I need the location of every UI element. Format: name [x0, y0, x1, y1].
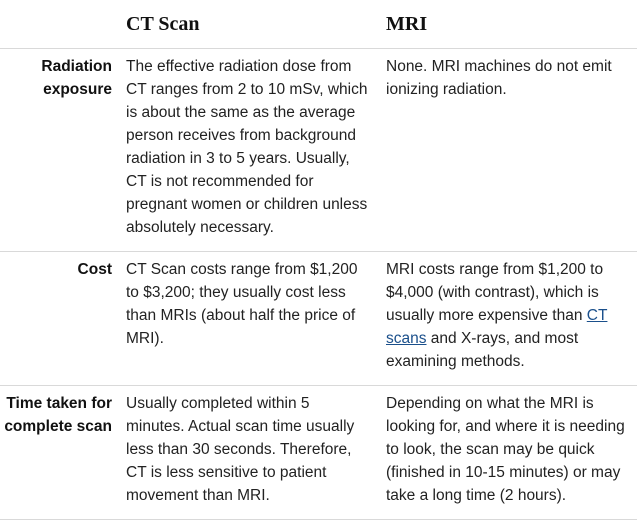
row-label-time: Time taken for complete scan — [0, 385, 118, 520]
row-label-cost: Cost — [0, 251, 118, 386]
cell-ct-cost: CT Scan costs range from $1,200 to $3,20… — [118, 251, 378, 386]
header-row: CT Scan MRI — [0, 0, 637, 49]
cell-mri-cost-text-after: and X-rays, and most examining methods. — [386, 330, 579, 370]
row-label-radiation: Radiation exposure — [0, 48, 118, 252]
table-row-radiation: Radiation exposure The effective radiati… — [0, 48, 637, 252]
cell-mri-cost-text-before: MRI costs range from $1,200 to $4,000 (w… — [386, 261, 604, 324]
table-row-time: Time taken for complete scan Usually com… — [0, 385, 637, 520]
cell-mri-time: Depending on what the MRI is looking for… — [378, 385, 637, 520]
header-label-column — [0, 0, 118, 49]
ct-scans-link[interactable]: CT scans — [386, 307, 608, 347]
table-row-cost: Cost CT Scan costs range from $1,200 to … — [0, 251, 637, 386]
cell-ct-time: Usually completed within 5 minutes. Actu… — [118, 385, 378, 520]
cell-mri-cost: MRI costs range from $1,200 to $4,000 (w… — [378, 251, 637, 386]
header-ct-scan: CT Scan — [126, 12, 200, 35]
header-mri: MRI — [386, 12, 428, 35]
cell-ct-radiation: The effective radiation dose from CT ran… — [118, 48, 378, 252]
comparison-table: CT Scan MRI Radiation exposure The effec… — [0, 0, 637, 520]
cell-mri-radiation: None. MRI machines do not emit ionizing … — [378, 48, 637, 252]
